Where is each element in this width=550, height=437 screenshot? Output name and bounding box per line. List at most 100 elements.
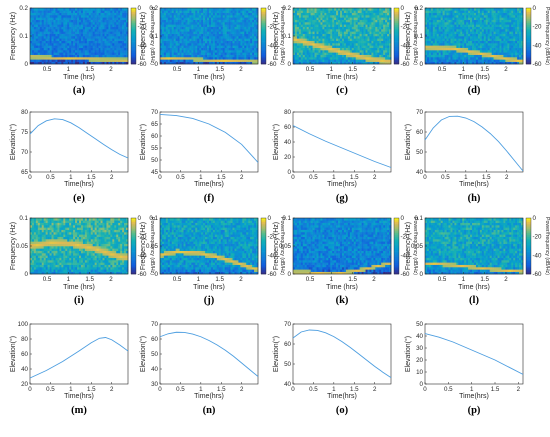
- spectrogram-cell: [446, 29, 449, 32]
- spectrogram-cell: [318, 26, 321, 30]
- spectrogram-cell: [118, 54, 121, 58]
- colorbar-step: [131, 41, 136, 44]
- spectrogram-cell: [222, 19, 225, 23]
- spectrogram-cell: [214, 8, 218, 11]
- spectrogram-cell: [446, 33, 449, 37]
- spectrogram-cell: [35, 29, 39, 32]
- spectrogram-cell: [442, 24, 445, 27]
- spectrogram-cell: [314, 50, 317, 53]
- spectrogram-cell: [293, 54, 296, 58]
- spectrogram-cell: [444, 50, 447, 53]
- spectrogram-cell: [479, 40, 483, 44]
- spectrogram-cell: [104, 38, 107, 41]
- spectrogram-cell: [450, 15, 453, 18]
- colorbar: [526, 8, 531, 65]
- spectrogram-cell: [61, 12, 64, 16]
- spectrogram-cell: [102, 43, 105, 46]
- spectrogram-cell: [191, 29, 194, 32]
- spectrogram-cell: [112, 47, 115, 51]
- spectrogram-cell: [472, 36, 475, 39]
- spectrogram-cell: [49, 33, 52, 37]
- spectrogram-cell: [440, 10, 443, 13]
- spectrogram-cell: [96, 10, 99, 13]
- spectrogram-cell: [464, 40, 467, 44]
- spectrogram-cell: [470, 59, 473, 62]
- spectrogram-cell: [458, 38, 461, 41]
- spectrogram-cell: [236, 26, 239, 30]
- spectrogram-cell: [41, 38, 45, 41]
- spectrogram-cell: [477, 29, 481, 32]
- spectrogram-cell: [185, 26, 188, 30]
- spectrogram-cell: [228, 43, 231, 46]
- x-tick-label: 2: [239, 66, 243, 73]
- spectrogram-cell: [90, 38, 94, 41]
- spectrogram-cell: [448, 36, 451, 39]
- spectrogram-cell: [71, 36, 74, 39]
- spectrogram-cell: [84, 15, 88, 18]
- spectrogram-cell: [75, 36, 78, 39]
- spectrogram-cell: [116, 17, 119, 20]
- spectrogram-cell: [464, 36, 467, 39]
- spectrogram-cell: [517, 52, 520, 55]
- spectrogram-cell: [77, 52, 80, 55]
- spectrogram-cell: [306, 29, 309, 32]
- spectrogram-cell: [351, 54, 355, 58]
- spectrogram-cell: [252, 38, 255, 41]
- spectrogram-cell: [41, 10, 45, 13]
- spectrogram-cell: [383, 59, 386, 62]
- spectrogram-cell: [98, 47, 101, 51]
- spectrogram-cell: [80, 59, 84, 62]
- spectrogram-cell: [69, 19, 72, 23]
- spectrogram-cell: [124, 45, 127, 48]
- spectrogram-cell: [234, 19, 237, 23]
- spectrogram-cell: [65, 19, 68, 23]
- spectrogram-cell: [90, 52, 94, 55]
- spectrogram-cell: [483, 26, 487, 30]
- spectrogram-cell: [483, 52, 487, 55]
- spectrogram-cell: [195, 24, 198, 27]
- spectrogram-cell: [444, 36, 447, 39]
- spectrogram-cell: [205, 40, 208, 44]
- spectrogram-cell: [464, 47, 467, 51]
- spectrogram-cell: [220, 19, 224, 23]
- spectrogram-cell: [436, 36, 440, 39]
- spectrogram-cell: [197, 10, 200, 13]
- spectrogram-cell: [521, 43, 524, 46]
- spectrogram-cell: [365, 10, 368, 13]
- spectrogram-cell: [118, 38, 121, 41]
- spectrogram-cell: [342, 17, 345, 20]
- spectrogram-cell: [302, 15, 306, 18]
- spectrogram-cell: [497, 57, 500, 60]
- spectrogram-cell: [240, 40, 243, 44]
- spectrogram-cell: [349, 10, 353, 13]
- spectrogram-cell: [450, 38, 453, 41]
- spectrogram-cell: [49, 38, 52, 41]
- spectrogram-cell: [340, 19, 343, 23]
- colorbar-step: [261, 58, 266, 61]
- spectrogram-cell: [444, 57, 447, 60]
- spectrogram-cell: [371, 17, 374, 20]
- spectrogram-cell: [124, 43, 127, 46]
- spectrogram-cell: [487, 10, 490, 13]
- spectrogram-cell: [84, 40, 88, 44]
- spectrogram-cell: [377, 24, 380, 27]
- spectrogram-cell: [203, 54, 206, 58]
- spectrogram-cell: [342, 12, 345, 16]
- spectrogram-cell: [487, 47, 490, 51]
- spectrogram-cell: [351, 12, 355, 16]
- spectrogram-cell: [310, 36, 313, 39]
- spectrogram-cell: [324, 40, 327, 44]
- spectrogram-cell: [363, 59, 366, 62]
- spectrogram-cell: [330, 45, 333, 48]
- spectrogram-cell: [122, 54, 125, 58]
- spectrogram-cell: [328, 54, 331, 58]
- spectrogram-cell: [507, 47, 510, 51]
- y-tick-label: 0.1: [19, 33, 28, 40]
- spectrogram-cell: [432, 12, 436, 16]
- spectrogram-cell: [183, 15, 186, 18]
- spectrogram-cell: [248, 22, 251, 25]
- spectrogram-cell: [33, 12, 37, 16]
- spectrogram-cell: [298, 47, 302, 51]
- spectrogram-cell: [39, 8, 43, 11]
- spectrogram-cell: [37, 24, 41, 27]
